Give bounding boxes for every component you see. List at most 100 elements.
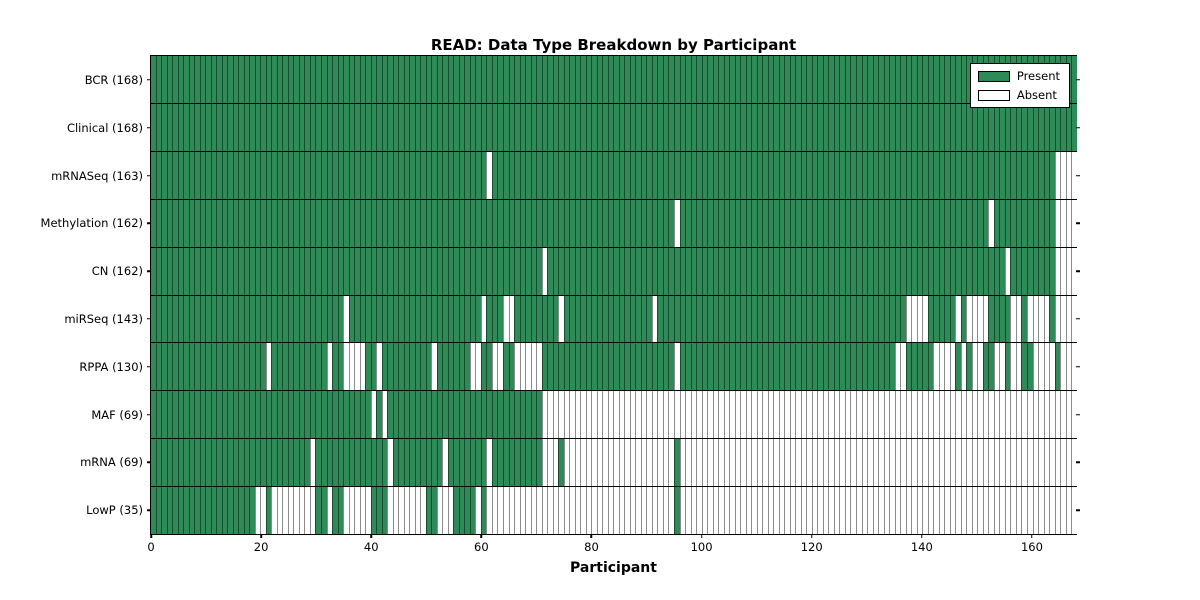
matrix-cell bbox=[773, 439, 779, 487]
matrix-cell bbox=[850, 151, 856, 199]
matrix-cell bbox=[243, 487, 250, 535]
matrix-cell bbox=[536, 343, 542, 391]
matrix-cell bbox=[194, 56, 200, 103]
matrix-cell bbox=[414, 199, 421, 247]
matrix-cell bbox=[442, 343, 448, 391]
matrix-cell bbox=[591, 247, 597, 295]
matrix-cell bbox=[657, 151, 663, 199]
matrix-cell bbox=[938, 391, 945, 439]
matrix-cell bbox=[574, 391, 581, 439]
matrix-cell bbox=[166, 199, 173, 247]
matrix-cell bbox=[365, 151, 371, 199]
matrix-cell bbox=[949, 487, 956, 535]
matrix-cell bbox=[999, 247, 1005, 295]
matrix-cell bbox=[740, 199, 746, 247]
matrix-cell bbox=[1071, 439, 1077, 487]
matrix-cell bbox=[839, 199, 845, 247]
matrix-cell bbox=[878, 295, 884, 343]
matrix-cell bbox=[480, 487, 487, 535]
matrix-cell bbox=[795, 56, 801, 103]
matrix-cell bbox=[304, 295, 310, 343]
matrix-cell bbox=[988, 199, 994, 247]
matrix-cell bbox=[315, 151, 321, 199]
matrix-cell bbox=[392, 343, 399, 391]
matrix-cell bbox=[188, 439, 195, 487]
matrix-cell bbox=[872, 439, 879, 487]
matrix-cell bbox=[271, 247, 277, 295]
matrix-cell bbox=[966, 151, 972, 199]
matrix-cell bbox=[629, 391, 636, 439]
matrix-cell bbox=[282, 199, 288, 247]
matrix-cell bbox=[514, 56, 520, 103]
matrix-cell bbox=[403, 56, 410, 103]
matrix-cell bbox=[227, 56, 233, 103]
matrix-cell bbox=[745, 103, 752, 151]
matrix-cell bbox=[453, 56, 459, 103]
matrix-cell bbox=[403, 295, 410, 343]
matrix-cell bbox=[833, 487, 840, 535]
matrix-cell bbox=[751, 151, 757, 199]
matrix-cell bbox=[431, 439, 437, 487]
matrix-cell bbox=[376, 151, 382, 199]
matrix-cell bbox=[287, 247, 294, 295]
matrix-cell bbox=[662, 439, 669, 487]
matrix-cell bbox=[685, 56, 691, 103]
matrix-cell bbox=[508, 103, 515, 151]
matrix-cell bbox=[530, 391, 537, 439]
matrix-cell bbox=[662, 151, 669, 199]
matrix-cell bbox=[232, 247, 239, 295]
matrix-cell bbox=[800, 151, 807, 199]
matrix-cell bbox=[712, 295, 719, 343]
matrix-cell bbox=[624, 295, 630, 343]
matrix-cell bbox=[778, 391, 785, 439]
matrix-cell bbox=[938, 343, 945, 391]
x-tick-label: 40 bbox=[363, 540, 379, 554]
matrix-row bbox=[151, 247, 1077, 296]
matrix-cell bbox=[525, 439, 531, 487]
matrix-cell bbox=[878, 56, 884, 103]
matrix-cell bbox=[464, 151, 470, 199]
matrix-cell bbox=[221, 439, 228, 487]
matrix-cell bbox=[933, 103, 939, 151]
matrix-cell bbox=[161, 487, 167, 535]
matrix-cell bbox=[420, 247, 426, 295]
matrix-cell bbox=[514, 103, 520, 151]
matrix-cell bbox=[216, 103, 222, 151]
matrix-cell bbox=[354, 487, 360, 535]
matrix-cell bbox=[216, 151, 222, 199]
matrix-cell bbox=[547, 487, 553, 535]
matrix-cell bbox=[183, 56, 189, 103]
matrix-cell bbox=[337, 151, 344, 199]
matrix-cell bbox=[232, 487, 239, 535]
matrix-cell bbox=[370, 247, 377, 295]
matrix-cell bbox=[332, 439, 338, 487]
matrix-cell bbox=[822, 295, 829, 343]
matrix-cell bbox=[392, 439, 399, 487]
matrix-cell bbox=[238, 439, 244, 487]
matrix-cell bbox=[828, 56, 834, 103]
matrix-cell bbox=[673, 295, 680, 343]
matrix-cell bbox=[767, 343, 774, 391]
matrix-cell bbox=[348, 199, 355, 247]
matrix-cell bbox=[828, 199, 834, 247]
matrix-cell bbox=[530, 56, 537, 103]
matrix-cell bbox=[861, 151, 868, 199]
matrix-cell bbox=[640, 247, 647, 295]
matrix-cell bbox=[1004, 439, 1011, 487]
matrix-cell bbox=[486, 439, 492, 487]
matrix-cell bbox=[1015, 199, 1022, 247]
present-swatch bbox=[977, 70, 1010, 82]
matrix-cell bbox=[265, 151, 272, 199]
matrix-cell bbox=[508, 439, 515, 487]
matrix-cell bbox=[199, 199, 206, 247]
matrix-cell bbox=[685, 103, 691, 151]
matrix-cell bbox=[944, 151, 950, 199]
matrix-cell bbox=[889, 487, 895, 535]
matrix-cell bbox=[944, 439, 950, 487]
matrix-cell bbox=[298, 151, 305, 199]
matrix-cell bbox=[398, 295, 404, 343]
matrix-cell bbox=[635, 247, 641, 295]
matrix-cell bbox=[933, 487, 939, 535]
matrix-cell bbox=[155, 199, 162, 247]
matrix-cell bbox=[960, 439, 967, 487]
